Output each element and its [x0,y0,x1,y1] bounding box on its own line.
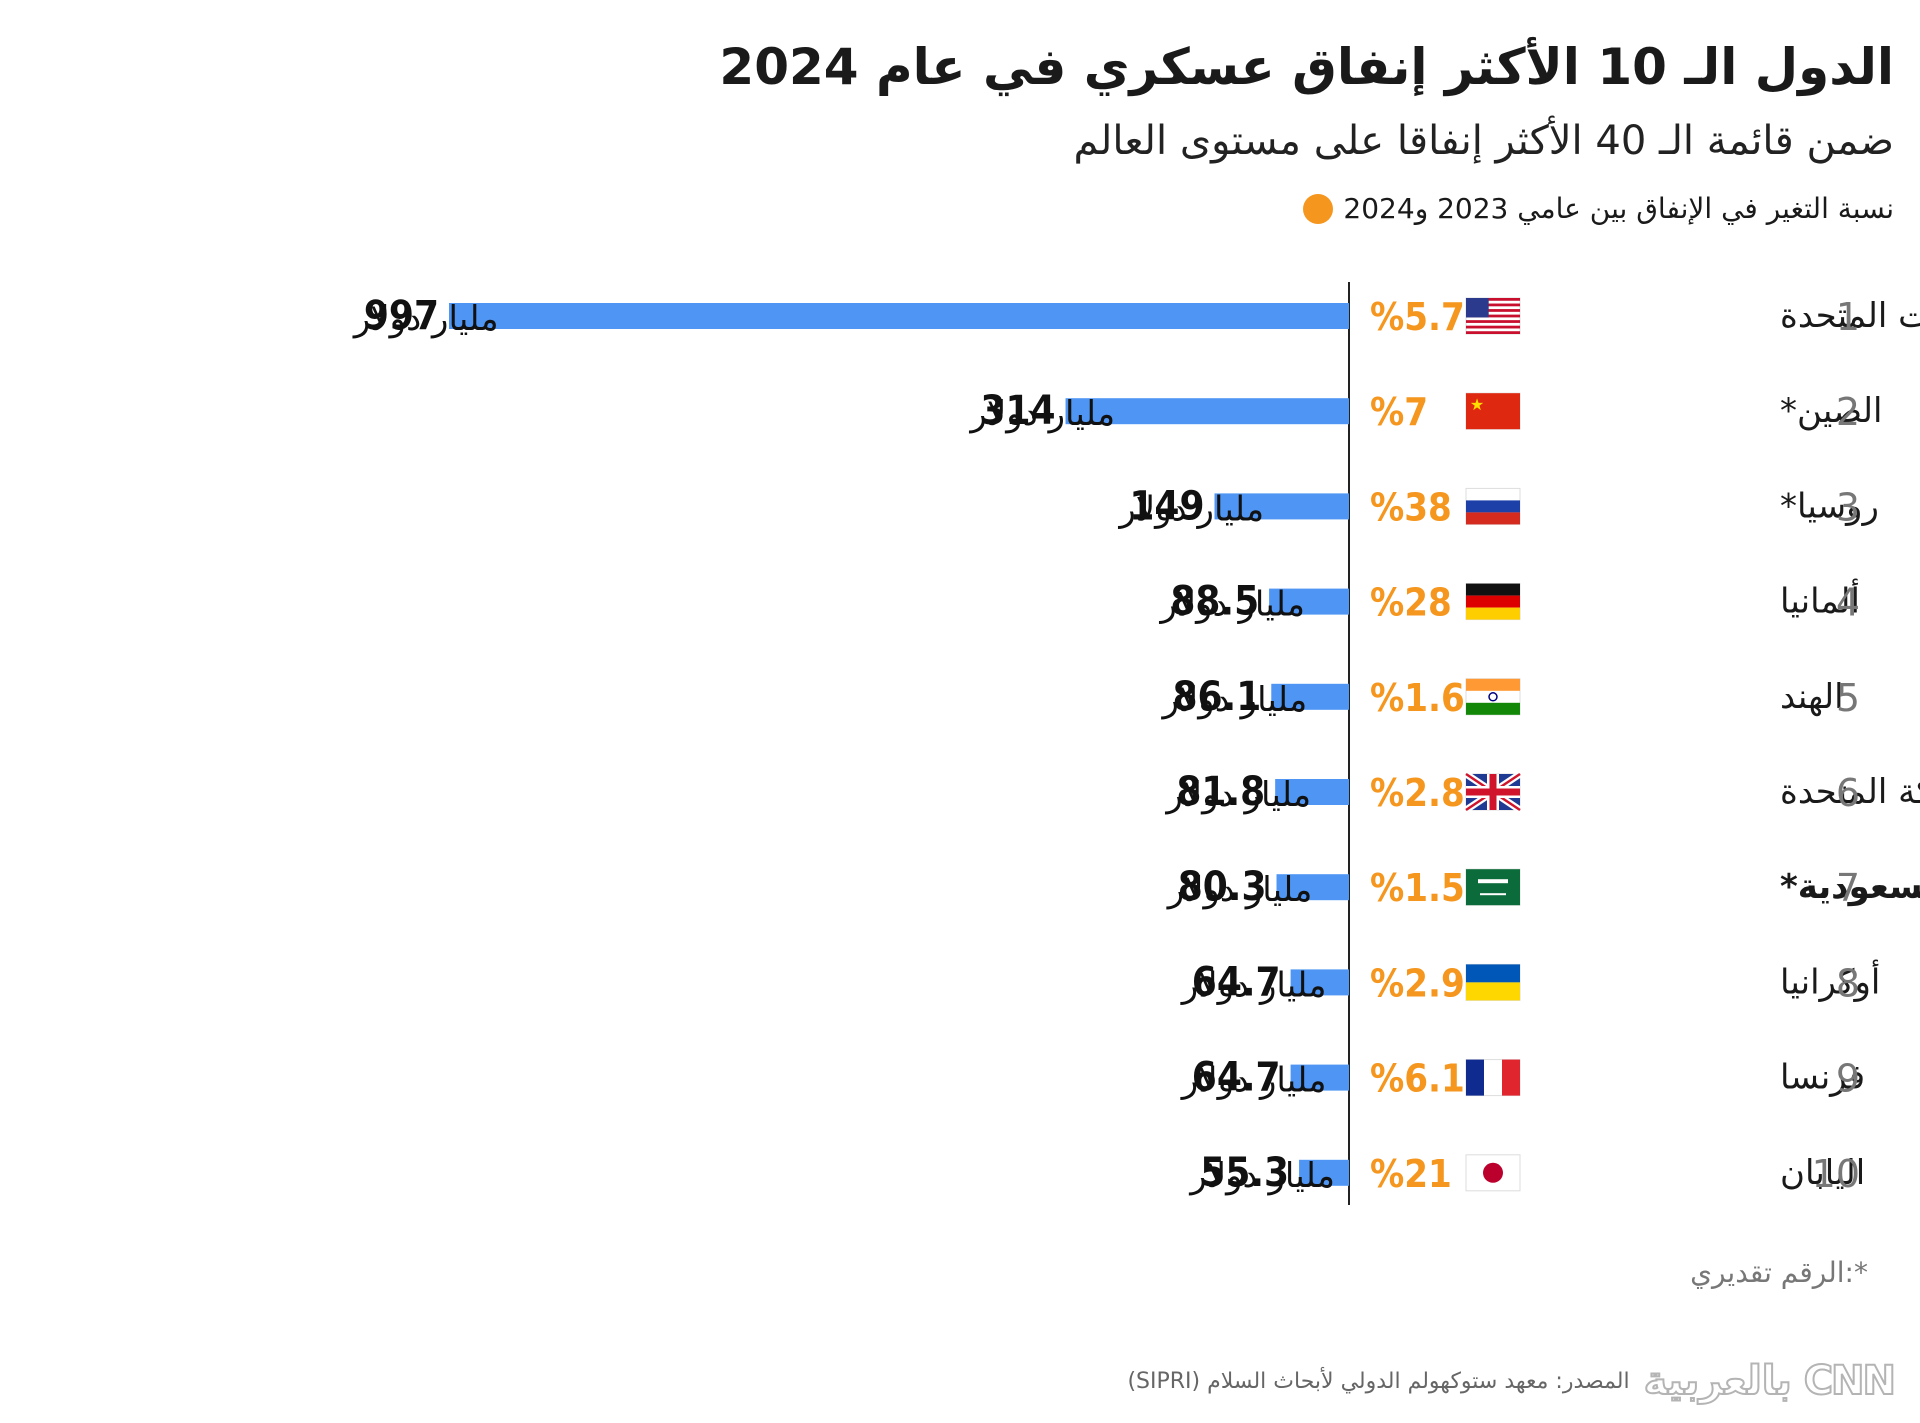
rank-label: 5 [1836,676,1860,720]
value-label: 997 [364,293,439,339]
legend-dot-icon [1303,193,1334,224]
flag-fr-icon [1465,1059,1521,1097]
country-label: ألمانيا [1780,579,1860,622]
country-label: اليابان [1780,1153,1865,1193]
change-label: %28 [1370,581,1452,625]
bar [1269,588,1349,615]
flag-de-icon [1465,583,1521,621]
change-label: %7 [1370,390,1428,434]
change-label: %2.9 [1370,961,1465,1005]
rank-label: 4 [1836,581,1860,625]
change-label: %1.6 [1370,676,1465,720]
value-label: 86.1 [1172,674,1261,720]
flag-jp-icon [1465,1154,1521,1192]
flag-us-icon [1465,297,1521,335]
value-label: 149 [1129,483,1204,529]
change-label: %5.7 [1370,295,1465,339]
flag-cn-icon: ★ [1465,392,1521,430]
country-label: فرنسا [1780,1058,1865,1098]
rank-label: 9 [1836,1057,1860,1101]
flag-ru-icon [1465,487,1521,525]
bar [1290,969,1349,996]
value-label: 314 [980,388,1055,434]
country-label: المملكة المتحدة [1780,772,1920,812]
bar [449,303,1349,329]
unit-label: مليار دولار [1166,870,1313,910]
country-label: أوكرانيا [1780,959,1880,1002]
bar [1299,1159,1349,1186]
legend-label: نسبة التغير في الإنفاق بين عامي 2023 و20… [1343,192,1894,225]
unit-label: مليار دولار [1160,680,1307,720]
footer: CNN بالعربية المصدر: معهد ستوكهولم الدول… [1127,1357,1897,1405]
rank-label: 1 [1836,295,1860,339]
cnn-arabic-logo: CNN بالعربية [1643,1357,1897,1405]
value-label: 81.8 [1176,769,1265,815]
unit-label: مليار دولار [1188,1156,1335,1196]
flag-ua-icon [1465,963,1521,1001]
unit-label: مليار دولار [968,394,1115,434]
unit-label: مليار دولار [1117,489,1264,529]
chart-subtitle: ضمن قائمة الـ 40 الأكثر إنفاقا على مستوى… [1073,118,1894,164]
bar [1214,493,1349,520]
country-label: الولايات المتحدة [1780,296,1920,336]
rank-label: 2 [1836,390,1860,434]
svg-text:★: ★ [1470,395,1484,414]
bar [1065,398,1349,425]
rank-label: 10 [1812,1152,1860,1196]
change-label: %6.1 [1370,1057,1465,1101]
estimate-note: *:الرقم تقديري [1690,1256,1868,1289]
legend: نسبة التغير في الإنفاق بين عامي 2023 و20… [1303,192,1894,225]
unit-label: مليار دولار [1158,585,1305,625]
source-text: المصدر: معهد ستوكهولم الدولي لأبحاث السل… [1127,1368,1630,1394]
value-label: 64.7 [1192,959,1281,1005]
country-label: السعودية* [1780,867,1920,907]
change-label: %2.8 [1370,771,1465,815]
value-label: 88.5 [1170,579,1259,625]
change-label: %38 [1370,485,1452,529]
unit-label: مليار دولار [1164,775,1311,815]
change-label: %21 [1370,1152,1452,1196]
bar [1271,683,1349,710]
bar [1276,874,1349,901]
country-label: روسيا* [1780,486,1879,526]
value-label: 55.3 [1200,1150,1289,1196]
country-label: الهند [1780,677,1844,717]
flag-in-icon [1465,678,1521,716]
bar [1275,779,1349,805]
rank-label: 7 [1836,866,1860,910]
rank-label: 6 [1836,771,1860,815]
chart-title: الدول الـ 10 الأكثر إنفاق عسكري في عام 2… [719,38,1894,96]
rank-label: 8 [1836,961,1860,1005]
unit-label: مليار دولار [1180,1061,1327,1101]
value-label: 80.3 [1178,864,1267,910]
change-label: %1.5 [1370,866,1465,910]
flag-gb-icon [1464,771,1522,813]
country-label: الصين* [1780,391,1882,431]
bar [1290,1064,1349,1091]
unit-label: مليار دولار [1180,965,1327,1005]
flag-sa-icon [1465,868,1521,906]
value-label: 64.7 [1192,1055,1281,1101]
rank-label: 3 [1836,485,1860,529]
unit-label: مليار دولار [352,299,499,339]
